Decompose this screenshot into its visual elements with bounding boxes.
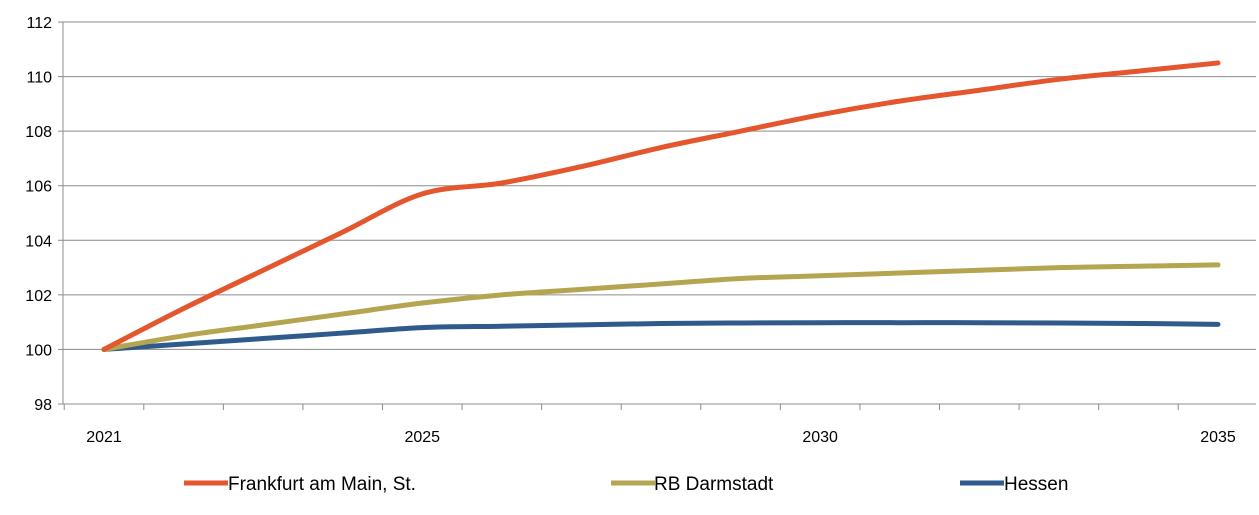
y-tick-label: 98: [34, 397, 52, 414]
gridlines: [63, 21, 1256, 350]
y-tick-label: 110: [26, 70, 52, 87]
legend-label: RB Darmstadt: [654, 474, 774, 495]
y-tick-label: 102: [25, 288, 52, 305]
x-tick-label: 2021: [86, 429, 122, 446]
x-axis-ticks: 2021 2025 2030 2035: [63, 404, 1236, 446]
legend: Frankfurt am Main, St. RB Darmstadt Hessen: [184, 474, 1068, 495]
series-line-rb-darmstadt: [101, 262, 1221, 352]
x-tick-label: 2035: [1200, 429, 1236, 446]
series-line-frankfurt-am-main-st: [101, 60, 1221, 352]
legend-label: Hessen: [1004, 474, 1068, 495]
series-line-hessen: [101, 320, 1221, 352]
y-tick-label: 112: [26, 15, 52, 32]
series-lines: [101, 60, 1221, 352]
y-tick-label: 106: [25, 179, 52, 196]
y-tick-label: 108: [25, 124, 52, 141]
y-tick-label: 100: [25, 342, 52, 359]
x-tick-label: 2030: [802, 429, 838, 446]
y-axis-ticks: 98 100 102 104 106 108 110 112: [25, 15, 63, 414]
y-tick-label: 104: [25, 233, 52, 250]
legend-label: Frankfurt am Main, St.: [228, 474, 416, 495]
x-tick-label: 2025: [404, 429, 440, 446]
axes: [62, 22, 1256, 405]
